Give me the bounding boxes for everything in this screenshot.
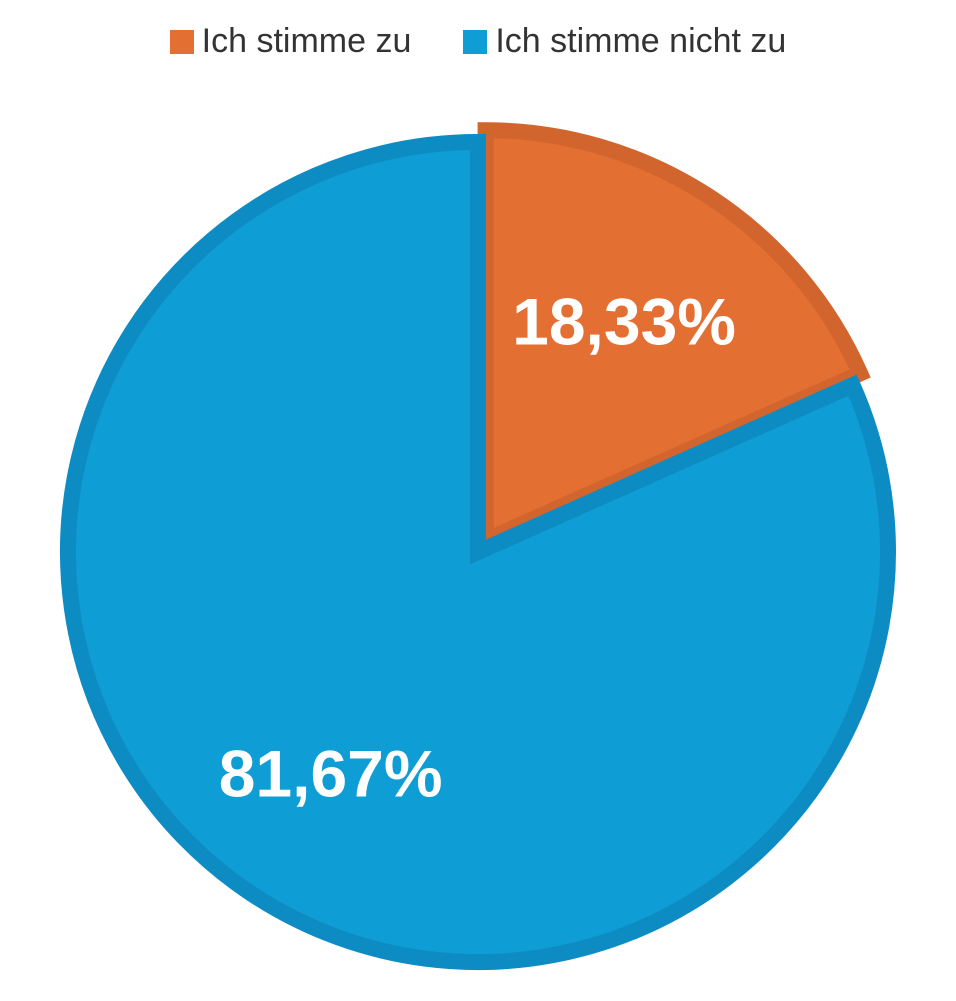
legend-item-disagree: Ich stimme nicht zu	[463, 22, 786, 61]
pie-label-agree: 18,33%	[512, 284, 736, 358]
legend-label-disagree: Ich stimme nicht zu	[495, 22, 787, 60]
legend-label-agree: Ich stimme zu	[201, 22, 412, 60]
pie-slice-disagree	[60, 133, 896, 970]
pie-label-disagree: 81,67%	[219, 736, 443, 810]
pie-slices	[60, 122, 896, 970]
legend-swatch-agree	[169, 29, 194, 54]
pie-labels: 18,33% 81,67%	[219, 284, 736, 810]
pie-slice-agree	[477, 122, 871, 553]
legend-swatch-disagree	[463, 29, 488, 54]
legend-item-agree: Ich stimme zu	[169, 22, 412, 61]
chart-legend: Ich stimme zu Ich stimme nicht zu	[0, 22, 956, 61]
